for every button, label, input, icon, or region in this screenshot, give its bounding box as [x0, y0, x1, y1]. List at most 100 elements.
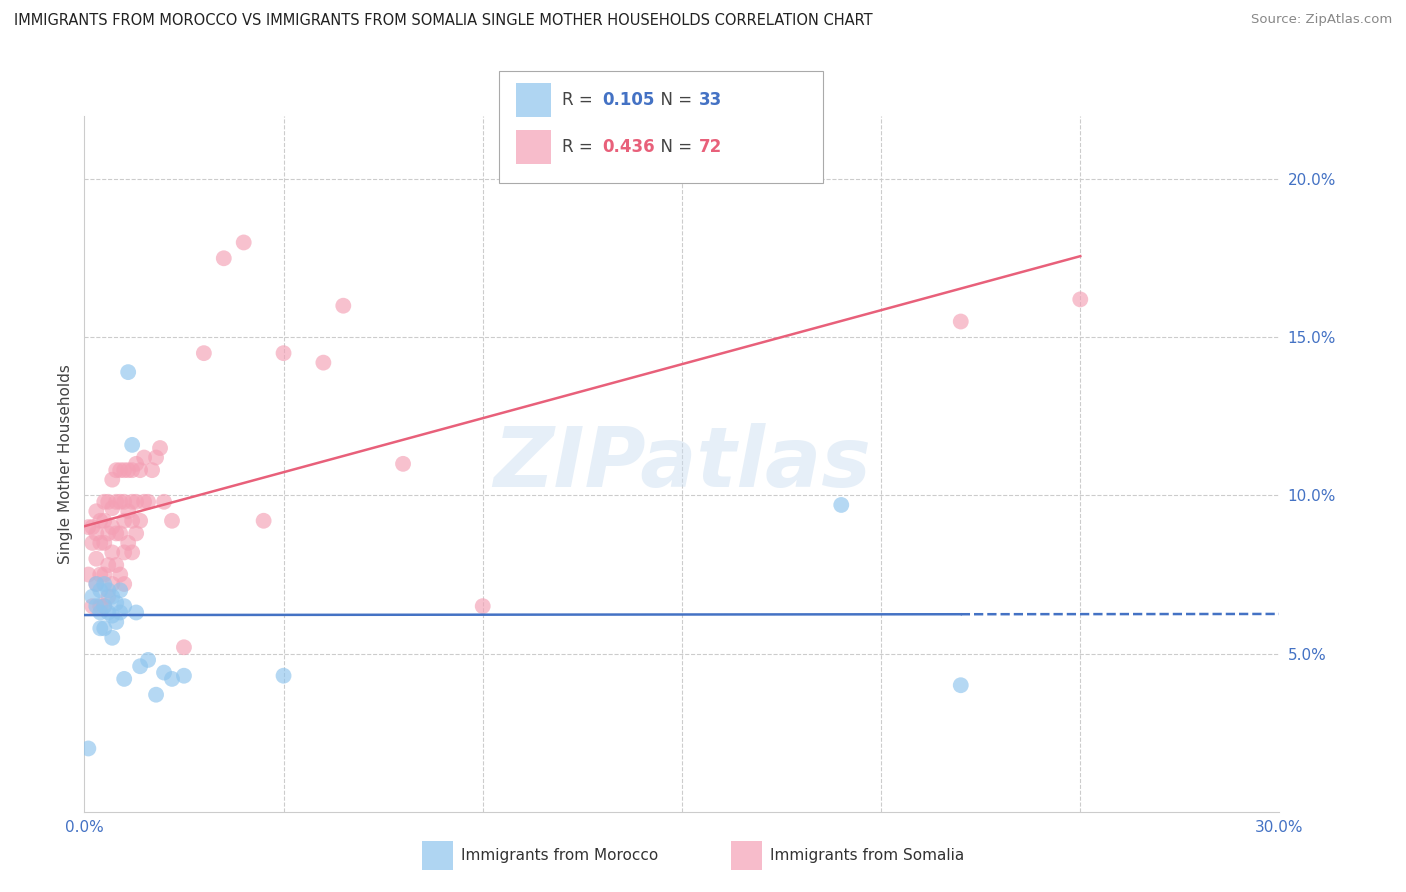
Point [105, 615, 128, 629]
Point [82, 590, 104, 604]
Point [232, 235, 254, 250]
Point [149, 441, 172, 455]
Point [101, 473, 124, 487]
Point [93, 495, 115, 509]
Point [93, 514, 115, 528]
Point [97, 590, 120, 604]
Point [949, 314, 972, 328]
Point [97, 526, 120, 541]
Point [101, 501, 124, 516]
Point [105, 596, 128, 610]
Point [121, 545, 143, 559]
Point [89, 621, 111, 635]
Text: IMMIGRANTS FROM MOROCCO VS IMMIGRANTS FROM SOMALIA SINGLE MOTHER HOUSEHOLDS CORR: IMMIGRANTS FROM MOROCCO VS IMMIGRANTS FR… [14, 13, 873, 29]
Point [145, 450, 167, 465]
Point [160, 672, 183, 686]
Text: N =: N = [650, 91, 697, 109]
Point [101, 590, 124, 604]
Point [105, 558, 128, 572]
Point [129, 514, 152, 528]
Point [830, 498, 852, 512]
Point [82, 520, 104, 534]
Point [93, 567, 115, 582]
Point [93, 599, 115, 614]
Point [82, 536, 104, 550]
Point [93, 536, 115, 550]
Point [136, 495, 159, 509]
Point [153, 665, 176, 680]
Y-axis label: Single Mother Households: Single Mother Households [58, 364, 73, 564]
Point [101, 545, 124, 559]
Point [132, 495, 156, 509]
Point [105, 463, 128, 477]
Point [77, 567, 100, 582]
Point [141, 463, 163, 477]
Point [97, 606, 120, 620]
Point [173, 640, 195, 655]
Point [125, 457, 148, 471]
Point [89, 606, 111, 620]
Point [253, 514, 276, 528]
Point [110, 526, 132, 541]
Text: 0.105: 0.105 [602, 91, 654, 109]
Text: Immigrants from Somalia: Immigrants from Somalia [770, 848, 965, 863]
Point [145, 688, 167, 702]
Text: 0.436: 0.436 [602, 138, 654, 156]
Point [173, 669, 195, 683]
Point [125, 606, 148, 620]
Point [110, 495, 132, 509]
Point [110, 606, 132, 620]
Point [93, 599, 115, 614]
Point [112, 514, 135, 528]
Point [193, 346, 215, 360]
Point [121, 514, 143, 528]
Point [112, 577, 135, 591]
Point [153, 495, 176, 509]
Text: N =: N = [650, 138, 697, 156]
Point [112, 599, 135, 614]
Point [1069, 293, 1091, 307]
Point [112, 463, 135, 477]
Point [273, 669, 295, 683]
Point [82, 599, 104, 614]
Text: R =: R = [562, 91, 599, 109]
Point [89, 583, 111, 598]
Point [160, 514, 183, 528]
Text: Immigrants from Morocco: Immigrants from Morocco [461, 848, 658, 863]
Point [117, 463, 139, 477]
Point [121, 463, 143, 477]
Point [101, 608, 124, 623]
Point [86, 577, 108, 591]
Point [89, 536, 111, 550]
Point [86, 526, 108, 541]
Point [77, 520, 100, 534]
Point [125, 526, 148, 541]
Point [132, 450, 156, 465]
Point [212, 252, 235, 266]
Text: 72: 72 [699, 138, 723, 156]
Point [112, 672, 135, 686]
Point [121, 495, 143, 509]
Point [101, 520, 124, 534]
Point [97, 558, 120, 572]
Point [86, 577, 108, 591]
Point [86, 551, 108, 566]
Point [117, 365, 139, 379]
Point [117, 536, 139, 550]
Point [112, 495, 135, 509]
Text: 33: 33 [699, 91, 723, 109]
Point [89, 599, 111, 614]
Point [110, 463, 132, 477]
Point [101, 577, 124, 591]
Point [136, 653, 159, 667]
Point [471, 599, 494, 614]
Point [89, 514, 111, 528]
Point [332, 299, 354, 313]
Point [121, 438, 143, 452]
Point [112, 545, 135, 559]
Point [97, 495, 120, 509]
Point [77, 741, 100, 756]
Point [86, 599, 108, 614]
Point [110, 583, 132, 598]
Point [312, 356, 335, 370]
